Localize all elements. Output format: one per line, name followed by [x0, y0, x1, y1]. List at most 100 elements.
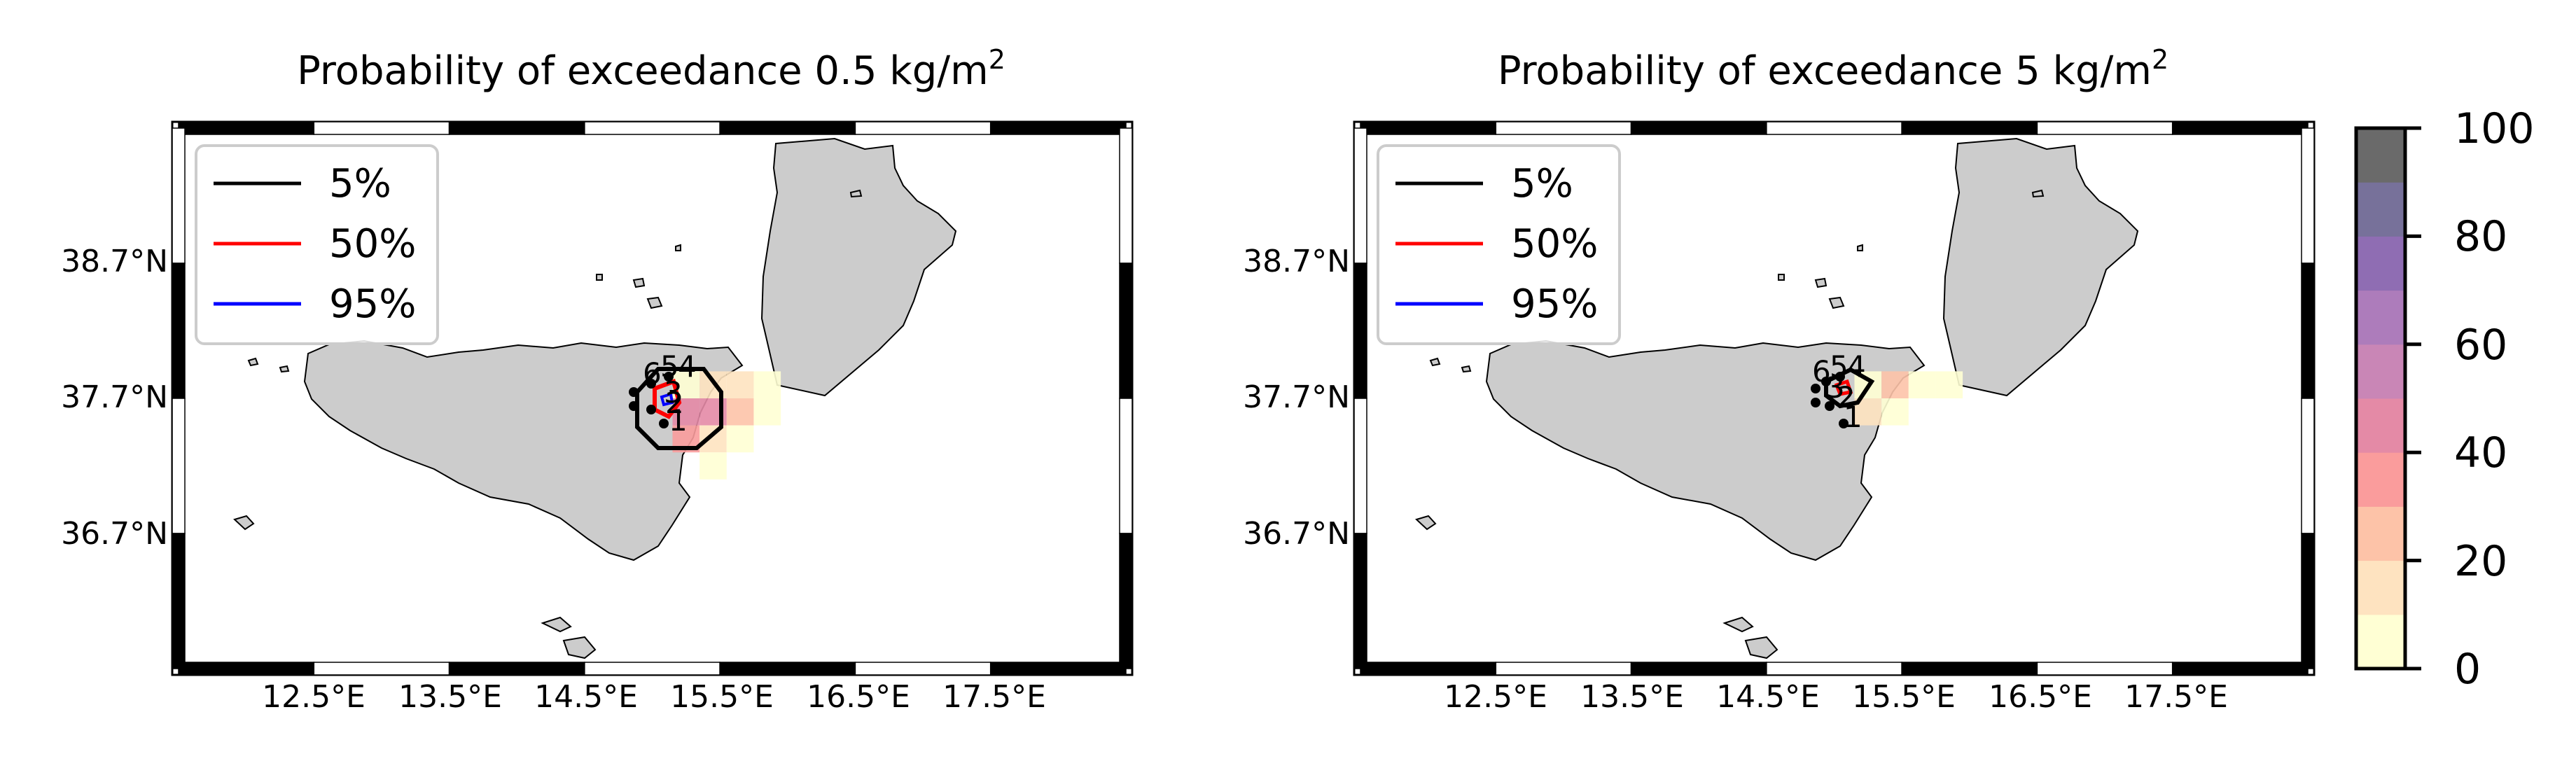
frame-segment	[178, 662, 315, 676]
probability-cell	[1935, 371, 1963, 398]
site-label: 3	[1826, 370, 1845, 405]
panel-1-y-ticks: 38.7°N 37.7°N 36.7°N	[61, 244, 168, 552]
panel-1-probability-cells	[672, 371, 781, 480]
frame-segment	[854, 662, 991, 676]
legend-label-50pct: 50%	[329, 221, 416, 267]
frame-segment	[172, 398, 186, 534]
frame-segment	[989, 121, 1127, 135]
site-marker	[646, 405, 656, 414]
panel-2-y-ticks: 38.7°N 37.7°N 36.7°N	[1243, 244, 1350, 552]
site-marker	[659, 419, 669, 428]
egadi-island	[233, 515, 255, 531]
small-island	[1461, 365, 1472, 373]
small-island	[279, 365, 290, 373]
panel-1-sites: 6 5 4 3 2 1	[629, 349, 697, 438]
frame-segment	[719, 121, 856, 135]
frame-segment	[1119, 263, 1133, 399]
probability-cell	[726, 425, 754, 453]
colorbar-segment	[2356, 344, 2405, 399]
aeolian-island-4	[675, 244, 681, 251]
site-marker	[1825, 401, 1834, 411]
panel-2-map-frame	[1353, 120, 2316, 676]
colorbar-tick-label: 40	[2454, 428, 2507, 477]
aeolian-island-4	[1857, 244, 1863, 251]
frame-segment	[1630, 121, 1767, 135]
frame-segment	[1119, 398, 1133, 534]
probability-cell	[753, 371, 781, 398]
x-tick-label: 15.5°E	[1852, 679, 1956, 715]
frame-segment	[1901, 662, 2038, 676]
frame-segment	[584, 121, 720, 135]
panel-2-contour-5pct	[1824, 367, 1875, 409]
stromboli-island	[849, 189, 863, 198]
frame-segment	[1630, 662, 1767, 676]
x-tick-label: 13.5°E	[1580, 679, 1684, 715]
legend-label-5pct: 5%	[329, 161, 391, 207]
frame-segment	[1353, 398, 1367, 534]
site-label: 3	[664, 375, 683, 410]
aeolian-island-2	[1828, 296, 1845, 309]
panel-1-map-frame	[171, 120, 1134, 676]
panel-1-contour-95pct	[660, 392, 674, 407]
frame-segment	[1119, 127, 1133, 264]
site-marker	[664, 372, 674, 382]
legend-label-95pct: 95%	[329, 281, 416, 327]
legend-box	[1377, 144, 1621, 345]
site-marker	[629, 387, 639, 397]
frame-segment	[1901, 121, 2038, 135]
frame-segment	[172, 127, 186, 264]
frame-segment	[1353, 263, 1367, 399]
frame-segment	[854, 121, 991, 135]
panel-1-title: Probability of exceedance 0.5 kg/m2	[297, 44, 1005, 94]
malta-island	[1722, 616, 1754, 633]
colorbar-tick-label: 0	[2454, 645, 2481, 694]
frame-segment	[172, 263, 186, 399]
panel-2-probability-cells	[1854, 371, 1963, 426]
x-tick-label: 17.5°E	[942, 679, 1046, 715]
frame-segment	[2301, 533, 2315, 669]
frame-segment	[1495, 662, 1632, 676]
colorbar: 0 20 40 60 80 100	[2354, 104, 2535, 694]
panel-2-legend: 5% 50% 95%	[1377, 144, 1621, 345]
site-label: 4	[678, 349, 697, 384]
panel-1-contour-50pct	[653, 379, 682, 419]
frame-segment	[313, 662, 450, 676]
colorbar-tick-label: 20	[2454, 537, 2507, 586]
panel-2-sites: 6 5 4 3 2 1	[1811, 349, 1866, 434]
sicily-landmass	[1485, 340, 1926, 561]
colorbar-segments	[2356, 128, 2405, 669]
frame-segment	[448, 662, 585, 676]
site-label: 1	[1844, 400, 1863, 434]
colorbar-outline	[2354, 126, 2407, 671]
frame-segment	[2301, 398, 2315, 534]
frame-segment	[989, 662, 1127, 676]
aeolian-island-1	[632, 277, 646, 288]
frame-segment	[1353, 127, 1367, 264]
site-label: 1	[669, 403, 688, 438]
site-label: 6	[1812, 354, 1831, 389]
y-tick-label: 36.7°N	[61, 516, 168, 552]
map-panel-2: Probability of exceedance 5 kg/m2	[1243, 44, 2316, 715]
probability-cell	[1908, 371, 1936, 398]
frame-segment	[2301, 263, 2315, 399]
site-marker	[629, 401, 639, 411]
site-label: 4	[1847, 349, 1866, 384]
x-tick-label: 13.5°E	[398, 679, 502, 715]
probability-cell	[699, 425, 727, 453]
stromboli-island	[2031, 189, 2045, 198]
x-tick-label: 16.5°E	[1989, 679, 2092, 715]
probability-cell	[1881, 371, 1909, 398]
frame-segment	[584, 662, 720, 676]
calabria-landmass	[1942, 137, 2139, 397]
colorbar-segment	[2356, 182, 2405, 237]
frame-segment	[2171, 662, 2309, 676]
aeolian-island-3	[1778, 274, 1785, 281]
frame-segment	[719, 662, 856, 676]
site-label: 5	[660, 349, 679, 384]
x-tick-label: 12.5°E	[262, 679, 365, 715]
colorbar-segment	[2356, 128, 2405, 183]
probability-cell	[726, 398, 754, 426]
ustica-island	[247, 357, 259, 367]
frame-segment	[172, 533, 186, 669]
